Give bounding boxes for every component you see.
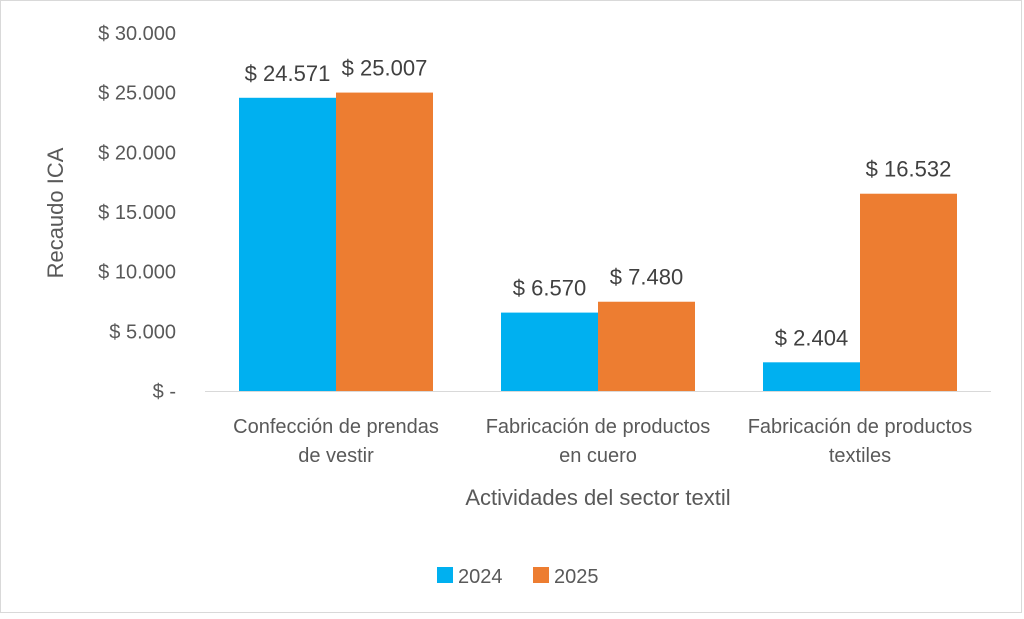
- bar-2025: [860, 193, 957, 391]
- y-tick-label: $ 15.000: [98, 202, 176, 224]
- bar-2024: [763, 362, 860, 391]
- bar-2024: [501, 312, 598, 391]
- x-axis-title: Actividades del sector textil: [465, 485, 730, 510]
- legend: 2024 2025: [437, 566, 599, 588]
- y-tick-label: $ 10.000: [98, 262, 176, 284]
- x-tick-label: Fabricación de productos: [748, 416, 973, 438]
- y-tick-label: $ 20.000: [98, 142, 176, 164]
- bar-2024: [239, 97, 336, 391]
- bar-2025: [598, 301, 695, 391]
- data-label-2025: $ 25.007: [342, 56, 428, 81]
- data-label-2024: $ 2.404: [775, 325, 848, 350]
- y-tick-label: $ 5.000: [109, 321, 176, 343]
- data-label-2025: $ 7.480: [610, 265, 683, 290]
- data-label-2024: $ 24.571: [245, 61, 331, 86]
- x-tick-label: en cuero: [559, 445, 637, 467]
- data-labels: $ 24.571 $ 25.007 $ 6.570 $ 7.480 $ 2.404 $ 1…: [245, 56, 952, 351]
- y-axis-ticks: $ - $ 5.000 $ 10.000 $ 15.000 $ 20.000 $ 25.0…: [98, 23, 176, 403]
- x-axis-category-labels: Confección de prendas de vestir Fabricació…: [233, 416, 972, 467]
- y-tick-label: $ 30.000: [98, 23, 176, 45]
- legend-label-2025: 2025: [554, 566, 599, 588]
- legend-swatch-2024: [437, 567, 453, 583]
- bar-2025: [336, 92, 433, 391]
- x-tick-label: de vestir: [298, 445, 374, 467]
- data-label-2024: $ 6.570: [513, 276, 586, 301]
- legend-label-2024: 2024: [458, 566, 503, 588]
- bars: [239, 92, 957, 391]
- data-label-2025: $ 16.532: [866, 157, 952, 182]
- y-axis-title: Recaudo ICA: [43, 147, 68, 278]
- x-tick-label: Confección de prendas: [233, 416, 439, 438]
- x-tick-label: textiles: [829, 445, 891, 467]
- y-tick-label: $ -: [153, 381, 176, 403]
- legend-swatch-2025: [533, 567, 549, 583]
- y-tick-label: $ 25.000: [98, 83, 176, 105]
- x-tick-label: Fabricación de productos: [486, 416, 711, 438]
